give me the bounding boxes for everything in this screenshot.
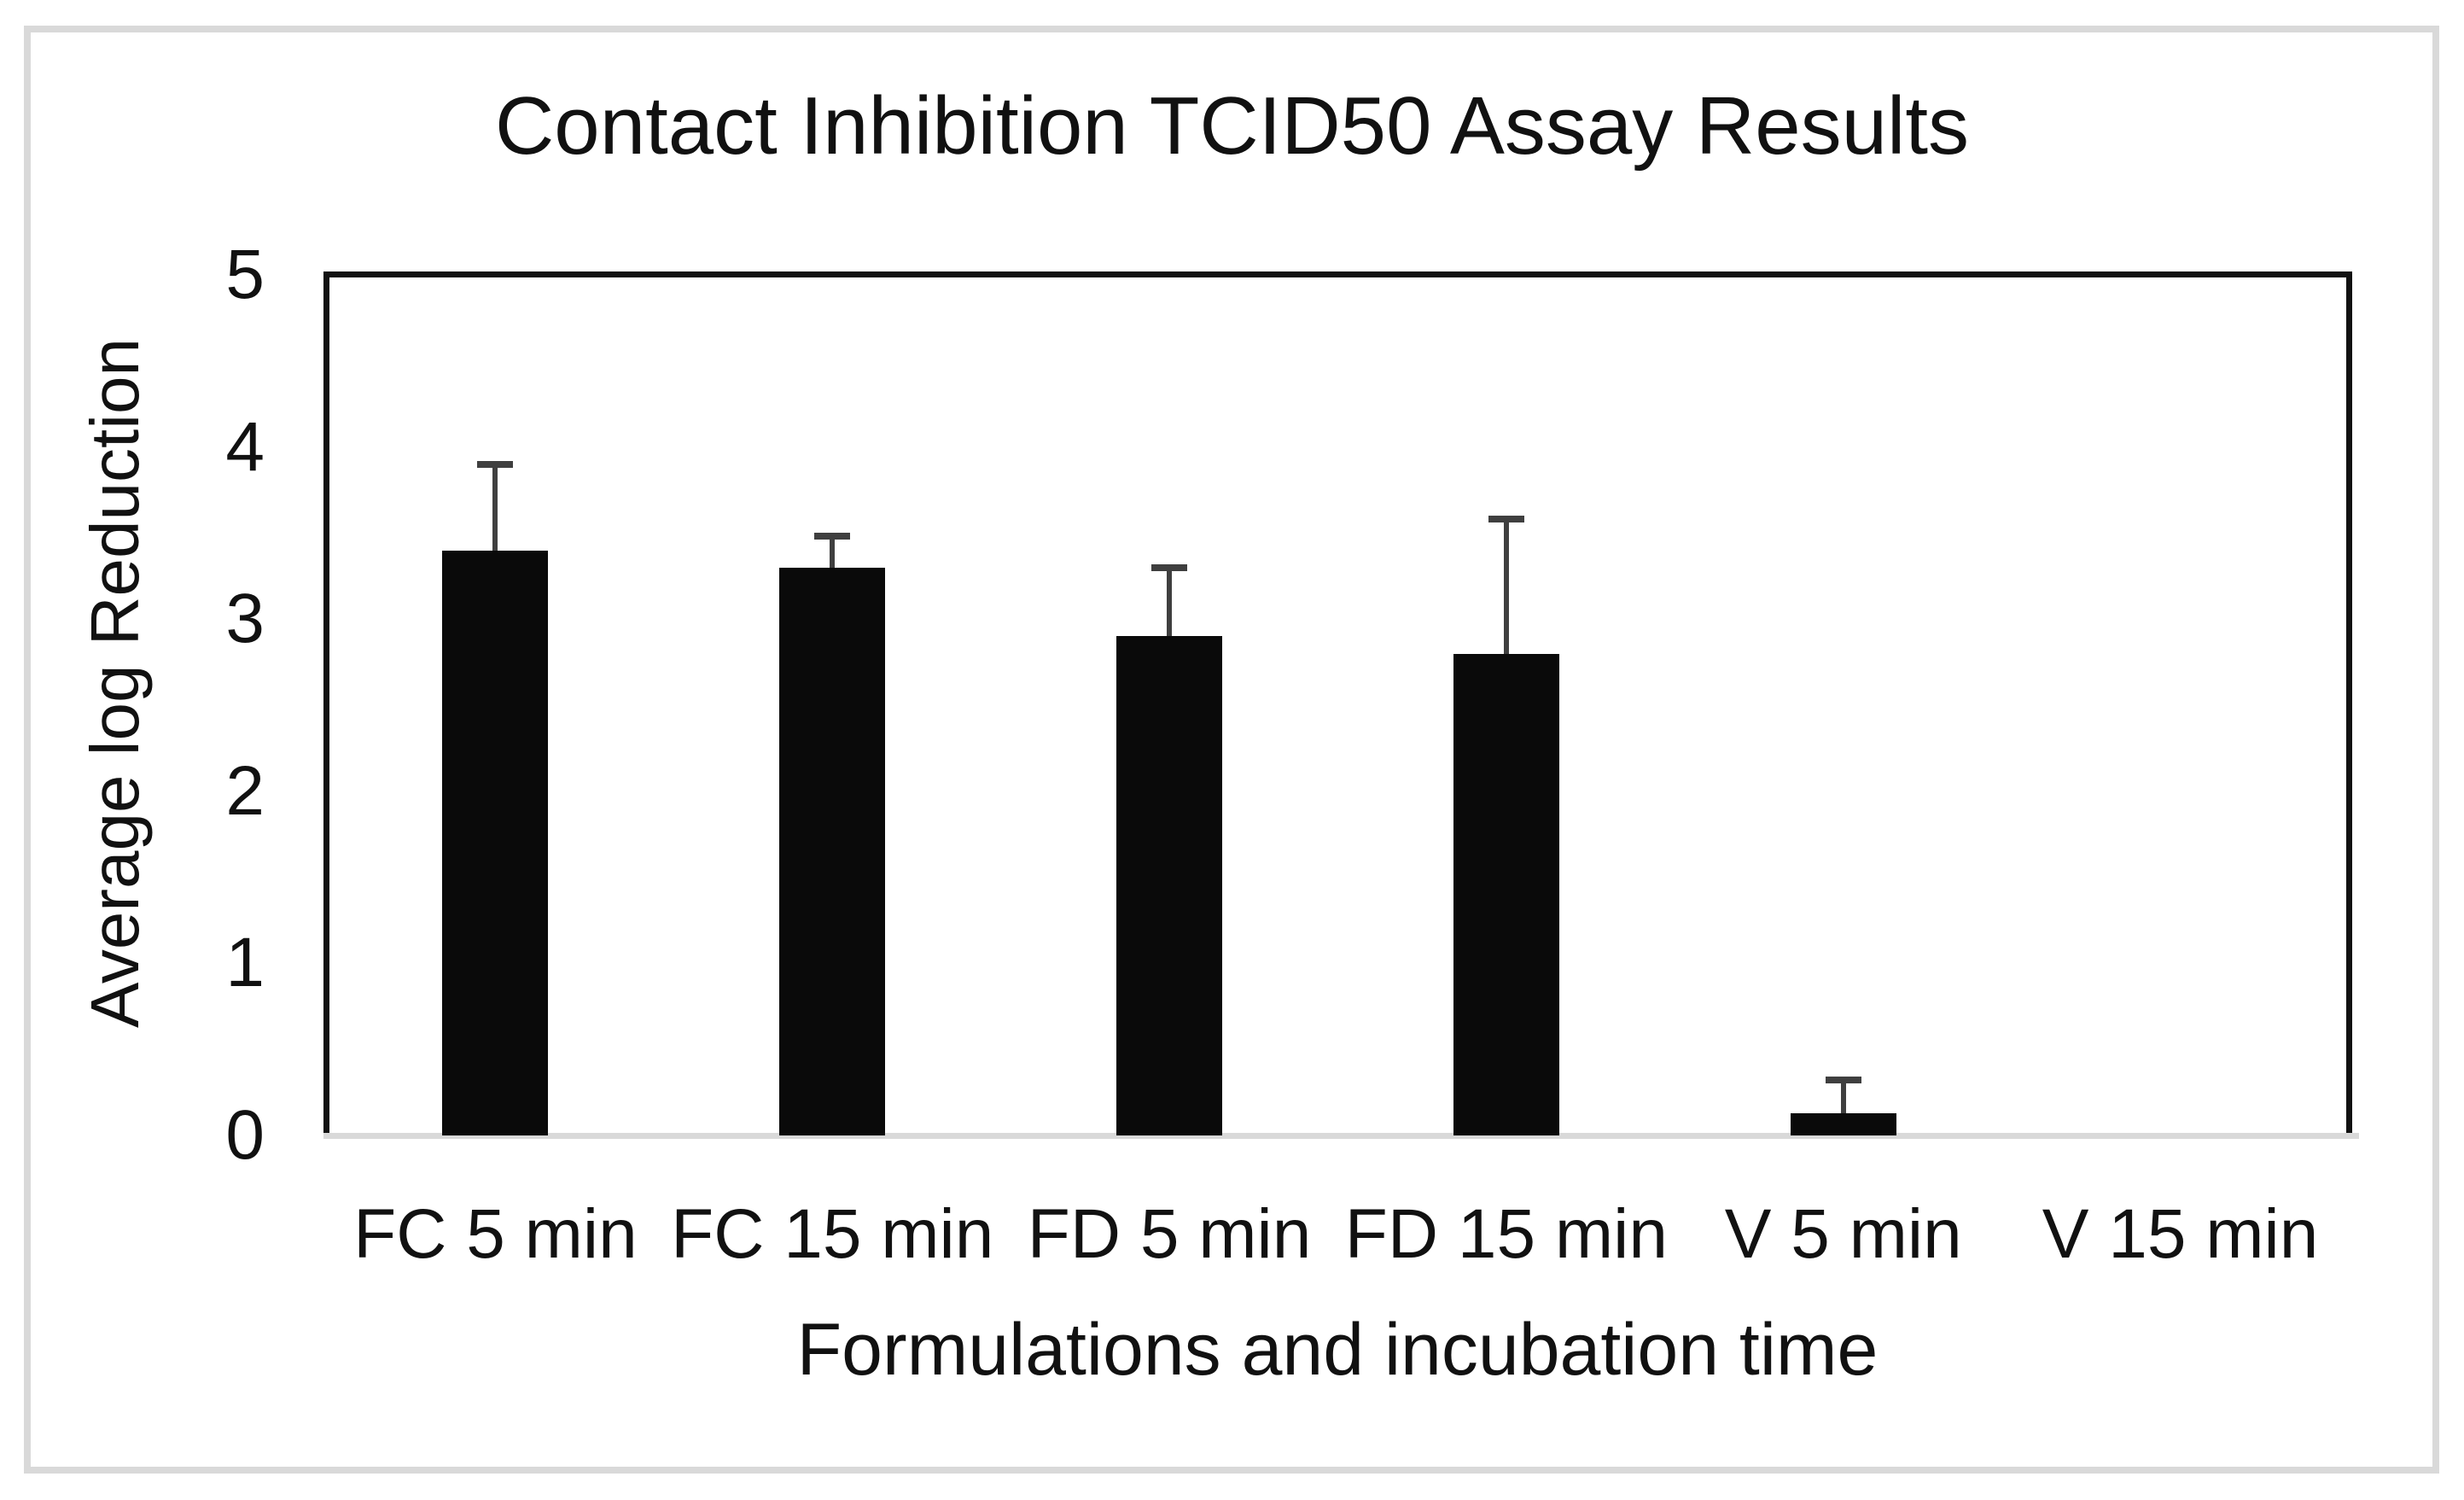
chart-title: Contact Inhibition TCID50 Assay Results xyxy=(494,80,1970,172)
error-bar-cap xyxy=(1825,1077,1861,1084)
bar-fc-15-min xyxy=(779,567,886,1135)
x-axis-title: Formulations and incubation time xyxy=(796,1309,1879,1391)
x-category-label: FC 5 min xyxy=(353,1195,638,1273)
bar-fd-15-min xyxy=(1453,653,1559,1135)
error-bar-stem xyxy=(1167,567,1173,637)
plot-area xyxy=(323,271,2352,1135)
error-bar-cap xyxy=(477,460,514,468)
y-tick-label: 0 xyxy=(225,1096,265,1174)
error-bar-cap xyxy=(1151,563,1188,571)
y-tick-label: 2 xyxy=(225,751,265,830)
x-axis-line xyxy=(323,1133,2359,1139)
y-tick-label: 4 xyxy=(225,407,265,486)
figure-border xyxy=(24,26,2439,1474)
x-category-label: V 15 min xyxy=(2042,1195,2319,1273)
y-tick-label: 1 xyxy=(225,924,265,1002)
bar-v-5-min xyxy=(1790,1112,1896,1135)
bar-fd-5-min xyxy=(1116,636,1223,1135)
x-category-label: FC 15 min xyxy=(671,1195,994,1273)
bar-fc-5-min xyxy=(442,550,549,1135)
y-tick-label: 3 xyxy=(225,580,265,658)
error-bar-stem xyxy=(1840,1080,1846,1113)
x-category-label: V 5 min xyxy=(1724,1195,1962,1273)
error-bar-cap xyxy=(1488,516,1524,523)
x-category-label: FD 15 min xyxy=(1344,1195,1669,1273)
error-bar-stem xyxy=(830,536,836,568)
error-bar-cap xyxy=(814,533,851,540)
error-bar-stem xyxy=(492,464,498,551)
y-tick-label: 5 xyxy=(225,236,265,313)
x-category-label: FD 5 min xyxy=(1027,1195,1312,1273)
error-bar-stem xyxy=(1503,519,1509,654)
